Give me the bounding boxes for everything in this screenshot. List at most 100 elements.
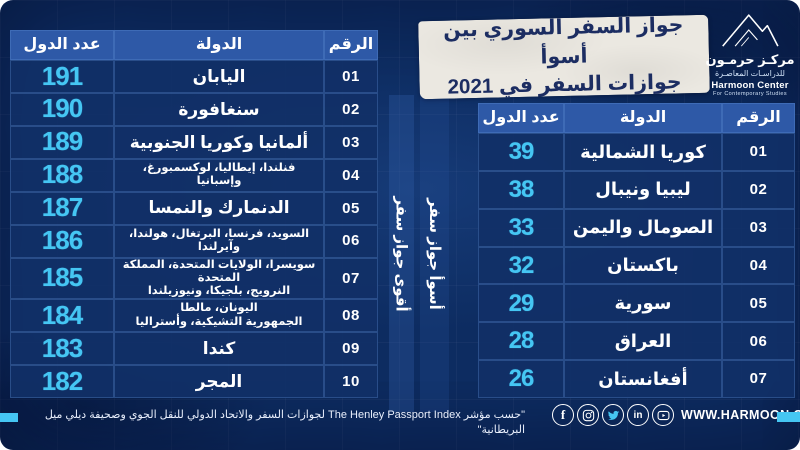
table-row: 05 الدنمارك والنمسا 187 bbox=[10, 191, 378, 225]
rank-cell: 03 bbox=[324, 125, 378, 159]
count-cell: 186 bbox=[10, 224, 114, 258]
country-cell: سويسرا، الولايات المتحدة، المملكة المتحد… bbox=[114, 257, 324, 300]
table-row: 07 أفغانستان 26 bbox=[478, 360, 795, 399]
country-cell: فنلندا، إيطاليا، لوكسمبورغ، وإسبانيا bbox=[114, 158, 324, 192]
best-table-body: 01 اليابان 191 02 سنغافورة 190 03 ألمانيا وكوري… bbox=[10, 60, 378, 398]
twitter-icon[interactable] bbox=[602, 404, 624, 426]
rank-cell: 10 bbox=[324, 365, 378, 398]
count-cell: 189 bbox=[10, 125, 114, 159]
table-row: 09 كندا 183 bbox=[10, 332, 378, 366]
country-column-header: الدولة bbox=[564, 103, 722, 133]
table-header-row: الرقم الدولة عدد الدول bbox=[10, 30, 378, 60]
country-cell: اليونان، مالطا الجمهورية التشيكية، وأستر… bbox=[114, 299, 324, 333]
table-row: 07 سويسرا، الولايات المتحدة، المملكة المت… bbox=[10, 257, 378, 300]
count-cell: 190 bbox=[10, 92, 114, 126]
rank-column-header: الرقم bbox=[722, 103, 795, 133]
rank-cell: 02 bbox=[722, 170, 795, 209]
table-row: 10 المجر 182 bbox=[10, 365, 378, 398]
country-cell: الدنمارك والنمسا bbox=[114, 191, 324, 225]
country-cell: اليابان bbox=[114, 60, 324, 93]
worst-passport-ribbon: أسوأ جواز سفر bbox=[420, 95, 449, 412]
worst-passports-table: الرقم الدولة عدد الدول 01 كوريا الشمالية 3… bbox=[478, 103, 795, 399]
title-banner: جواز السفر السوري بين أسوأ جوازات السفر … bbox=[418, 13, 710, 100]
count-cell: 26 bbox=[478, 360, 564, 399]
rank-cell: 06 bbox=[722, 322, 795, 361]
rank-column-header: الرقم bbox=[324, 30, 378, 60]
table-row: 06 العراق 28 bbox=[478, 322, 795, 361]
harmoon-logo: مركـز حرمـون للدراسـات المعاصـرة Harmoon… bbox=[703, 10, 797, 97]
count-cell: 182 bbox=[10, 365, 114, 398]
count-cell: 32 bbox=[478, 246, 564, 285]
table-row: 01 اليابان 191 bbox=[10, 60, 378, 93]
rank-cell: 04 bbox=[722, 246, 795, 285]
logo-english-name: Harmoon Center bbox=[711, 80, 789, 91]
rank-cell: 09 bbox=[324, 332, 378, 366]
rank-cell: 03 bbox=[722, 208, 795, 247]
best-passports-table: الرقم الدولة عدد الدول 01 اليابان 191 02 سنغ… bbox=[10, 30, 378, 398]
count-cell: 28 bbox=[478, 322, 564, 361]
country-cell: السويد، فرنسا، البرتغال، هولندا، وآيرلند… bbox=[114, 224, 324, 258]
rank-cell: 05 bbox=[722, 284, 795, 323]
rank-cell: 01 bbox=[722, 133, 795, 171]
logo-arabic-name: مركـز حرمـون bbox=[705, 52, 795, 67]
website-url[interactable]: WWW.HARMOON.ORG bbox=[681, 408, 800, 422]
country-cell: المجر bbox=[114, 365, 324, 398]
country-cell: ألمانيا وكوريا الجنوبية bbox=[114, 125, 324, 159]
rank-cell: 01 bbox=[324, 60, 378, 93]
count-column-header: عدد الدول bbox=[478, 103, 564, 133]
best-passport-ribbon: أقوى جواز سفر bbox=[389, 95, 414, 412]
rank-cell: 06 bbox=[324, 224, 378, 258]
logo-arabic-subtitle: للدراسـات المعاصـرة bbox=[715, 69, 785, 78]
count-cell: 191 bbox=[10, 60, 114, 93]
count-cell: 38 bbox=[478, 170, 564, 209]
logo-english-subtitle: For Contemporary Studies bbox=[712, 91, 788, 97]
rank-cell: 04 bbox=[324, 158, 378, 192]
count-cell: 183 bbox=[10, 332, 114, 366]
worst-table-body: 01 كوريا الشمالية 39 02 ليبيا ونيبال 38 03 الصو… bbox=[478, 133, 795, 399]
table-row: 04 فنلندا، إيطاليا، لوكسمبورغ، وإسبانيا 18… bbox=[10, 158, 378, 192]
count-column-header: عدد الدول bbox=[10, 30, 114, 60]
rank-cell: 02 bbox=[324, 92, 378, 126]
facebook-icon[interactable]: f bbox=[552, 404, 574, 426]
count-cell: 29 bbox=[478, 284, 564, 323]
table-row: 03 الصومال واليمن 33 bbox=[478, 208, 795, 247]
country-cell: الصومال واليمن bbox=[564, 208, 722, 247]
table-row: 01 كوريا الشمالية 39 bbox=[478, 133, 795, 171]
country-cell: أفغانستان bbox=[564, 360, 722, 399]
count-cell: 185 bbox=[10, 257, 114, 300]
rank-cell: 05 bbox=[324, 191, 378, 225]
title-line-2: جوازات السفر في 2021 bbox=[447, 70, 682, 99]
table-row: 05 سورية 29 bbox=[478, 284, 795, 323]
count-cell: 187 bbox=[10, 191, 114, 225]
rank-cell: 07 bbox=[324, 257, 378, 300]
table-row: 06 السويد، فرنسا، البرتغال، هولندا، وآيرل… bbox=[10, 224, 378, 258]
best-passport-label: أقوى جواز سفر bbox=[392, 195, 410, 312]
table-row: 02 ليبيا ونيبال 38 bbox=[478, 170, 795, 209]
linkedin-icon[interactable]: in bbox=[627, 404, 649, 426]
country-cell: كوريا الشمالية bbox=[564, 133, 722, 171]
table-row: 02 سنغافورة 190 bbox=[10, 92, 378, 126]
count-cell: 39 bbox=[478, 133, 564, 171]
table-header-row: الرقم الدولة عدد الدول bbox=[478, 103, 795, 133]
mountain-icon bbox=[703, 10, 797, 50]
footer-accent-bar-right bbox=[777, 412, 800, 422]
title-line-1: جواز السفر السوري بين أسوأ bbox=[443, 13, 684, 69]
rank-cell: 08 bbox=[324, 299, 378, 333]
table-row: 03 ألمانيا وكوريا الجنوبية 189 bbox=[10, 125, 378, 159]
country-cell: سنغافورة bbox=[114, 92, 324, 126]
worst-passport-label: أسوأ جواز سفر bbox=[425, 197, 443, 310]
youtube-icon[interactable] bbox=[652, 404, 674, 426]
country-cell: العراق bbox=[564, 322, 722, 361]
table-row: 08 اليونان، مالطا الجمهورية التشيكية، وأس… bbox=[10, 299, 378, 333]
count-cell: 184 bbox=[10, 299, 114, 333]
footer-social-row: f in WWW.HARMOON.ORG bbox=[552, 402, 800, 428]
country-cell: ليبيا ونيبال bbox=[564, 170, 722, 209]
count-cell: 188 bbox=[10, 158, 114, 192]
country-column-header: الدولة bbox=[114, 30, 324, 60]
instagram-icon[interactable] bbox=[577, 404, 599, 426]
rank-cell: 07 bbox=[722, 360, 795, 399]
table-row: 04 باكستان 32 bbox=[478, 246, 795, 285]
source-note: "حسب مؤشر The Henley Passport Index لجوا… bbox=[44, 409, 525, 437]
count-cell: 33 bbox=[478, 208, 564, 247]
